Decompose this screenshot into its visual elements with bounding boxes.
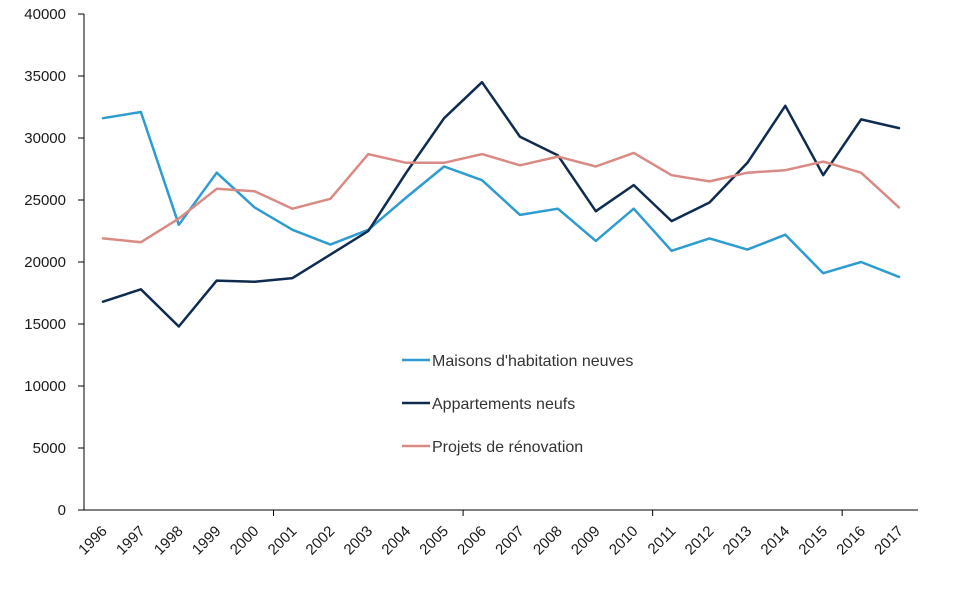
series-line-2	[101, 80, 901, 328]
y-tick-label: 25000	[24, 192, 66, 209]
y-tick-label: 0	[58, 502, 66, 519]
x-tick-label: 2007	[492, 523, 528, 559]
series-group	[101, 80, 901, 328]
x-tick-label: 2010	[606, 523, 642, 559]
legend-label: Maisons d'habitation neuves	[432, 353, 633, 370]
legend-item: Maisons d'habitation neuves	[402, 353, 633, 370]
x-tick-label: 2006	[454, 523, 490, 559]
x-tick-label: 2011	[645, 523, 680, 558]
x-tick-label: 2008	[530, 523, 566, 559]
x-tick-label: 1996	[75, 523, 111, 559]
y-tick-label: 40000	[24, 6, 66, 23]
y-tick-label: 5000	[33, 440, 66, 457]
x-tick-label: 2014	[758, 523, 794, 559]
series-line-3	[101, 151, 901, 244]
x-tick-label: 2001	[265, 523, 301, 559]
x-tick-label: 2009	[568, 523, 604, 559]
x-tick-label: 2013	[720, 523, 756, 559]
x-tick-label: 2005	[416, 523, 452, 559]
axes	[83, 14, 918, 511]
y-tick-group: 0 5000 10000 15000 20000 25000 30000 35000 40000	[24, 6, 84, 519]
x-tick-label: 1999	[189, 523, 225, 559]
legend: Maisons d'habitation neuves Appartements …	[402, 353, 633, 456]
y-tick-label: 20000	[24, 254, 66, 271]
x-tick-group: 1996 1997 1998 1999 2000 2001 2002 2003 2004 2005…	[75, 510, 907, 558]
y-tick-label: 15000	[24, 316, 66, 333]
y-tick-label: 10000	[24, 378, 66, 395]
legend-item: Projets de rénovation	[402, 439, 583, 456]
x-tick-label: 2003	[341, 523, 377, 559]
x-tick-label: 2004	[378, 523, 414, 559]
legend-label: Projets de rénovation	[432, 439, 583, 456]
legend-label: Appartements neufs	[432, 396, 575, 413]
x-tick-label: 2017	[871, 523, 907, 559]
y-tick-label: 35000	[24, 68, 66, 85]
legend-item: Appartements neufs	[402, 396, 575, 413]
series-line-1	[101, 110, 901, 279]
y-tick-label: 30000	[24, 130, 66, 147]
x-tick-label: 1998	[151, 523, 187, 559]
x-tick-label: 2012	[682, 523, 718, 559]
x-tick-label: 2016	[833, 523, 869, 559]
x-tick-label: 1997	[113, 523, 149, 559]
x-tick-label: 2015	[795, 523, 831, 559]
x-tick-label: 2002	[303, 523, 339, 559]
x-tick-label: 2000	[227, 523, 263, 559]
